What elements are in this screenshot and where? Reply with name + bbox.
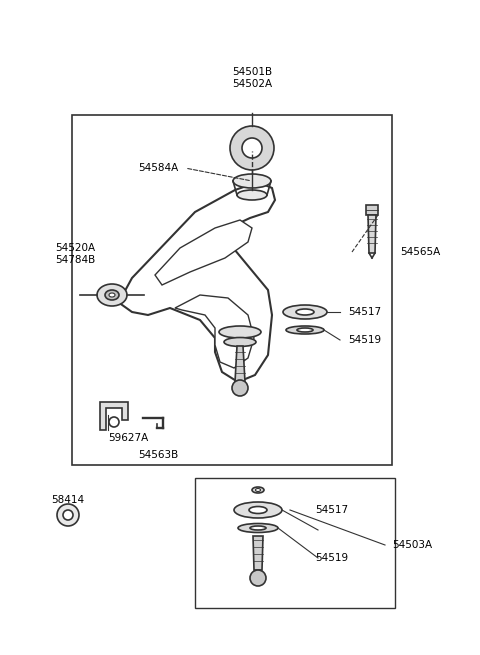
Text: 54565A: 54565A bbox=[400, 247, 440, 257]
Ellipse shape bbox=[234, 502, 282, 518]
Ellipse shape bbox=[233, 174, 271, 188]
Ellipse shape bbox=[109, 293, 115, 297]
Circle shape bbox=[57, 504, 79, 526]
Text: 54503A: 54503A bbox=[392, 540, 432, 550]
Ellipse shape bbox=[224, 337, 256, 346]
Text: 54517: 54517 bbox=[348, 307, 381, 317]
Ellipse shape bbox=[255, 489, 261, 491]
Text: 54520A: 54520A bbox=[55, 243, 95, 253]
Text: 54519: 54519 bbox=[348, 335, 381, 345]
Ellipse shape bbox=[250, 526, 266, 530]
Circle shape bbox=[232, 380, 248, 396]
Text: 54584A: 54584A bbox=[138, 163, 178, 173]
Polygon shape bbox=[175, 295, 254, 368]
Text: 54517: 54517 bbox=[315, 505, 348, 515]
Text: 58414: 58414 bbox=[51, 495, 84, 505]
Polygon shape bbox=[368, 215, 376, 253]
Ellipse shape bbox=[237, 190, 267, 200]
Circle shape bbox=[230, 126, 274, 170]
Text: 54519: 54519 bbox=[315, 553, 348, 563]
Text: 54563B: 54563B bbox=[138, 450, 178, 460]
Ellipse shape bbox=[296, 309, 314, 315]
Ellipse shape bbox=[105, 290, 119, 300]
Text: 54501B: 54501B bbox=[232, 67, 272, 77]
Ellipse shape bbox=[297, 328, 313, 332]
Ellipse shape bbox=[249, 506, 267, 514]
Circle shape bbox=[63, 510, 73, 520]
Circle shape bbox=[242, 138, 262, 158]
Bar bbox=[366, 205, 378, 215]
Polygon shape bbox=[253, 536, 263, 570]
Ellipse shape bbox=[238, 523, 278, 533]
Ellipse shape bbox=[286, 326, 324, 334]
Ellipse shape bbox=[252, 487, 264, 493]
Text: 54502A: 54502A bbox=[232, 79, 272, 89]
Ellipse shape bbox=[219, 326, 261, 338]
Polygon shape bbox=[100, 402, 128, 430]
Text: 59627A: 59627A bbox=[108, 433, 148, 443]
Circle shape bbox=[109, 417, 119, 427]
Bar bbox=[72, 115, 392, 465]
Text: 54784B: 54784B bbox=[55, 255, 95, 265]
Ellipse shape bbox=[283, 305, 327, 319]
Circle shape bbox=[250, 570, 266, 586]
Ellipse shape bbox=[97, 284, 127, 306]
Polygon shape bbox=[235, 346, 245, 382]
Polygon shape bbox=[155, 220, 252, 285]
Bar bbox=[195, 478, 395, 608]
